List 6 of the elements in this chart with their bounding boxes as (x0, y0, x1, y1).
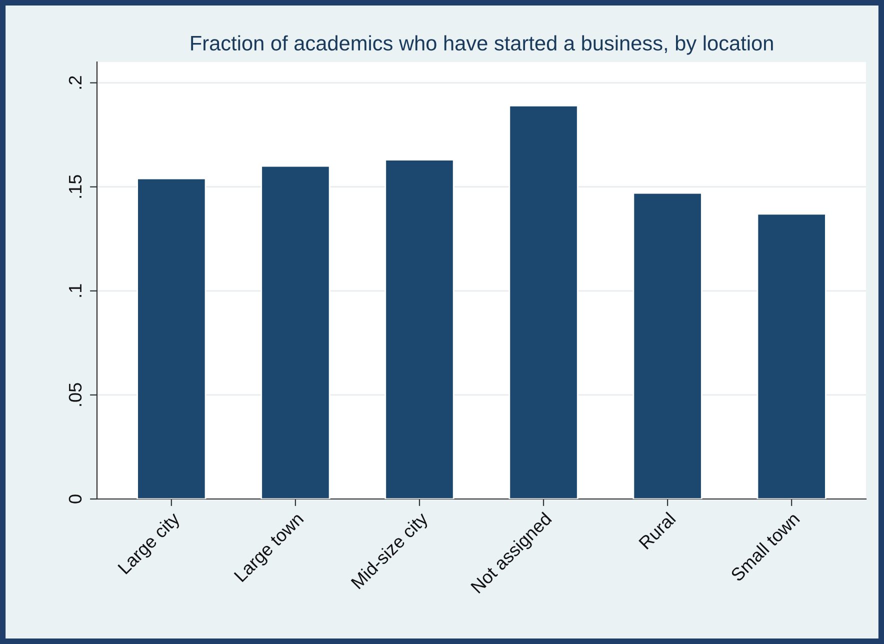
y-tick-label: .15 (69, 175, 82, 198)
y-tick-label: .1 (69, 284, 82, 297)
y-tick-label: .05 (68, 383, 82, 406)
y-tick-label: 0 (68, 494, 82, 504)
chart-title: Fraction of academics who have started a business, by location (191, 35, 773, 55)
y-tick-label: .2 (68, 76, 82, 89)
